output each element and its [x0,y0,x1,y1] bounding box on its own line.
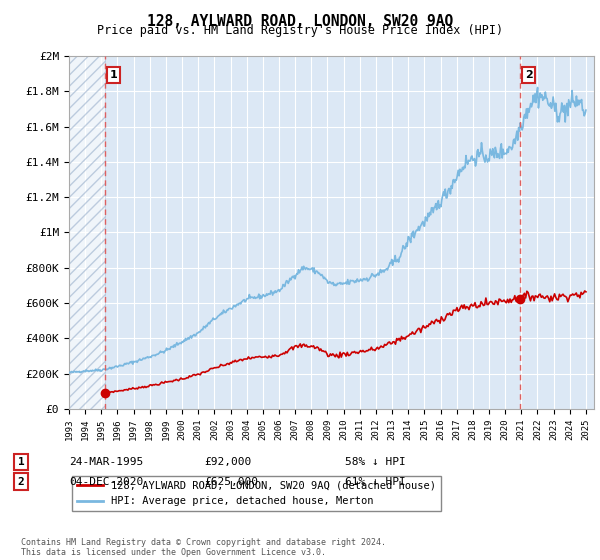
Bar [69,56,105,409]
Text: Price paid vs. HM Land Registry's House Price Index (HPI): Price paid vs. HM Land Registry's House … [97,24,503,37]
Text: £92,000: £92,000 [204,457,251,467]
Text: 61% ↓ HPI: 61% ↓ HPI [345,477,406,487]
Text: Contains HM Land Registry data © Crown copyright and database right 2024.
This d: Contains HM Land Registry data © Crown c… [21,538,386,557]
Legend: 128, AYLWARD ROAD, LONDON, SW20 9AQ (detached house), HPI: Average price, detach: 128, AYLWARD ROAD, LONDON, SW20 9AQ (det… [71,476,442,511]
Text: 2: 2 [525,70,533,80]
Text: 04-DEC-2020: 04-DEC-2020 [69,477,143,487]
Text: 2: 2 [17,477,25,487]
Text: 1: 1 [110,70,118,80]
Text: £625,000: £625,000 [204,477,258,487]
Text: 128, AYLWARD ROAD, LONDON, SW20 9AQ: 128, AYLWARD ROAD, LONDON, SW20 9AQ [147,14,453,29]
Text: 1: 1 [17,457,25,467]
Text: 58% ↓ HPI: 58% ↓ HPI [345,457,406,467]
Text: 24-MAR-1995: 24-MAR-1995 [69,457,143,467]
